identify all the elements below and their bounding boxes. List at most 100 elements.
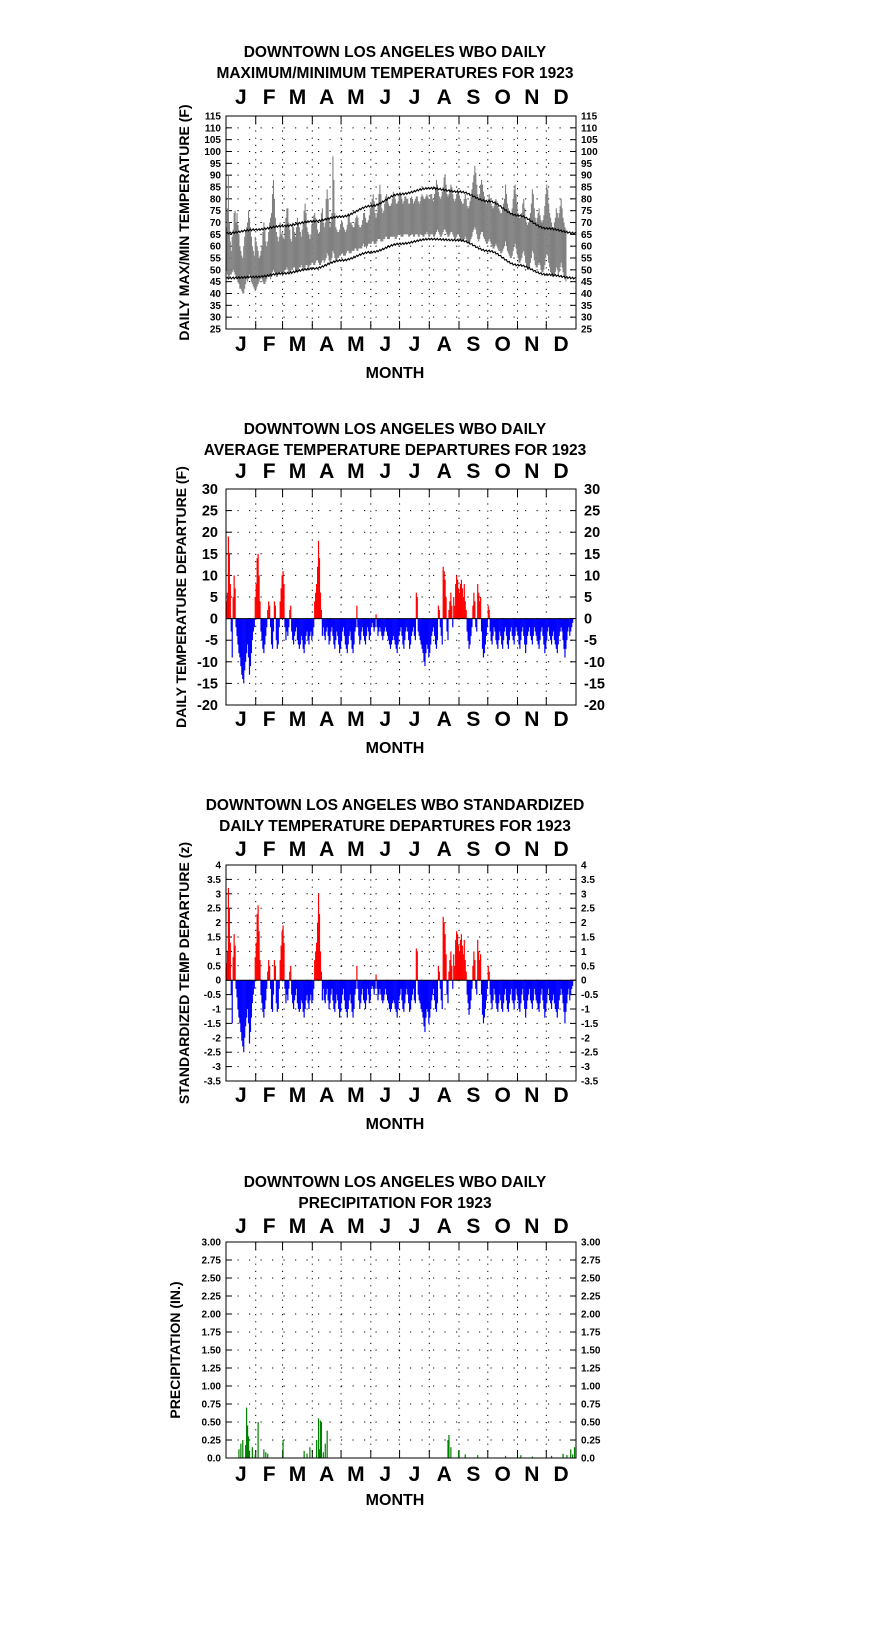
y-tick-label-right: 2.5 [581,904,595,915]
y-tick-label-right: 50 [581,265,593,276]
month-label-bottom: A [319,1463,334,1486]
month-label-top: D [554,460,569,483]
month-label-top: A [319,838,334,861]
y-tick-label-right: 75 [581,206,593,217]
y-tick-label-left: 30 [210,313,222,324]
month-label-top: A [319,1215,334,1238]
y-tick-label-left: -1.5 [204,1019,222,1030]
month-label-bottom: J [409,1463,421,1486]
y-axis-title: PRECIPITATION (IN.) [167,1281,183,1418]
month-label-top: S [466,460,480,483]
y-tick-label-right: 90 [581,171,593,182]
y-tick-label-left: 60 [210,242,222,253]
y-tick-label-left: 3.5 [207,875,221,886]
y-tick-label-right: 60 [581,242,593,253]
y-tick-label-right: 0 [581,976,587,987]
month-label-top: M [347,86,365,109]
y-tick-label-right: 105 [581,135,598,146]
y-tick-label-left: 0.0 [207,1454,221,1465]
month-label-top: N [524,1215,539,1238]
y-tick-label-right: 5 [584,590,592,606]
y-tick-label-left: 2.5 [207,904,221,915]
y-tick-label-right: 0 [584,612,592,628]
month-label-bottom: J [379,1463,391,1486]
month-label-top: J [235,86,247,109]
y-tick-label-left: 1.00 [202,1382,222,1393]
month-label-top: A [319,460,334,483]
y-tick-label-left: 25 [210,325,222,336]
y-tick-label-right: 0.75 [581,1400,601,1411]
month-label-bottom: S [466,1084,480,1107]
month-label-bottom: F [263,333,276,356]
month-label-bottom: M [289,708,307,731]
y-tick-label-right: 0.0 [581,1454,595,1465]
normal-temperature-line [226,186,576,235]
y-tick-label-left: 80 [210,194,222,205]
month-label-bottom: M [289,1463,307,1486]
y-tick-label-left: 2.50 [202,1274,222,1285]
y-tick-label-left: 40 [210,289,222,300]
month-label-top: O [494,86,510,109]
month-label-top: O [494,1215,510,1238]
y-tick-label-left: 0.50 [202,1418,222,1429]
month-label-bottom: J [235,1084,247,1107]
month-label-top: D [554,838,569,861]
chart-title-line: AVERAGE TEMPERATURE DEPARTURES FOR 1923 [204,442,587,459]
y-tick-label-left: 35 [210,301,222,312]
month-label-bottom: J [379,1084,391,1107]
month-label-top: N [524,838,539,861]
month-label-bottom: O [494,708,510,731]
y-tick-label-left: 2.75 [202,1256,222,1267]
y-tick-label-right: 40 [581,289,593,300]
month-label-bottom: M [347,333,365,356]
y-tick-label-right: 2.50 [581,1274,601,1285]
plot-frame [225,864,577,1082]
y-tick-label-right: 70 [581,218,593,229]
y-tick-label-right: 0.50 [581,1418,601,1429]
y-tick-label-left: -2 [212,1033,221,1044]
month-label-bottom: D [554,333,569,356]
month-label-top: F [263,460,276,483]
month-label-top: J [409,460,421,483]
month-label-top: S [466,838,480,861]
y-tick-label-right: -20 [584,698,605,714]
month-label-top: N [524,460,539,483]
month-label-bottom: A [437,1084,452,1107]
month-label-bottom: J [235,1463,247,1486]
y-tick-label-right: 2.75 [581,1256,601,1267]
y-tick-label-left: 0.5 [207,961,221,972]
month-label-top: O [494,838,510,861]
y-tick-label-right: 1 [581,947,587,958]
month-label-bottom: A [319,708,334,731]
month-label-top: M [289,838,307,861]
y-tick-label-right: 100 [581,147,598,158]
month-label-bottom: M [347,1463,365,1486]
month-label-bottom: O [494,1463,510,1486]
y-tick-label-right: 30 [581,313,593,324]
y-tick-label-left: 1.75 [202,1328,222,1339]
month-label-top: O [494,460,510,483]
chart-title-line: DOWNTOWN LOS ANGELES WBO STANDARDIZED [206,797,585,814]
y-tick-label-left: 3 [215,889,221,900]
y-tick-label-left: 65 [210,230,222,241]
y-tick-label-right: 115 [581,112,598,123]
y-tick-label-right: 2.25 [581,1292,601,1303]
month-label-top: S [466,1215,480,1238]
month-label-top: F [263,1215,276,1238]
month-label-bottom: J [409,333,421,356]
y-tick-label-left: -2.5 [204,1048,222,1059]
y-tick-label-right: 4 [581,861,587,872]
y-tick-label-left: 1.50 [202,1346,222,1357]
y-tick-label-right: 0.25 [581,1436,601,1447]
y-tick-label-left: 75 [210,206,222,217]
month-label-bottom: S [466,708,480,731]
month-label-top: M [289,86,307,109]
y-tick-label-right: -0.5 [581,990,599,1001]
y-tick-label-right: -10 [584,655,605,671]
y-tick-label-right: -3 [581,1062,590,1073]
plot-frame [225,115,577,330]
month-label-bottom: N [524,708,539,731]
month-label-top: A [437,838,452,861]
month-label-top: J [235,838,247,861]
chart-title-line: DOWNTOWN LOS ANGELES WBO DAILY [244,44,547,61]
